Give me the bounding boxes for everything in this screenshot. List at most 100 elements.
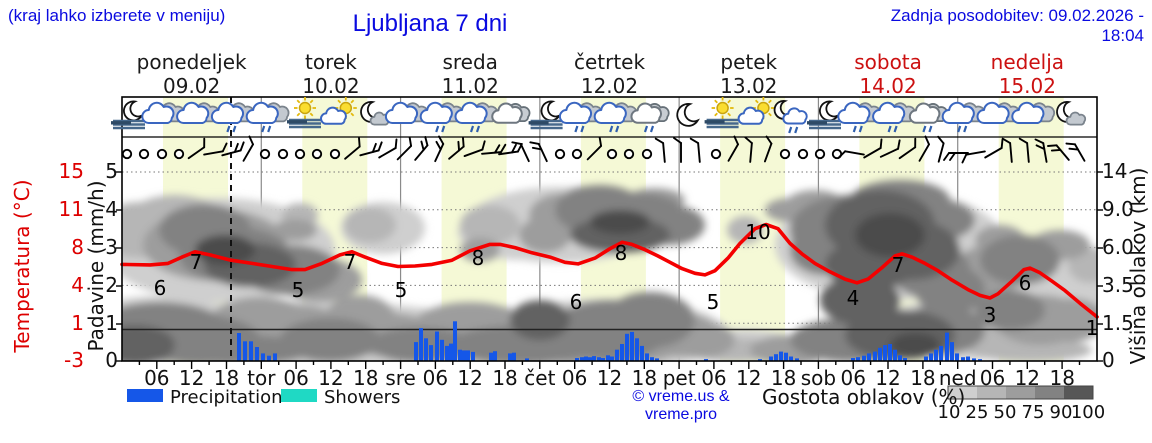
time-tick: 06 bbox=[422, 366, 449, 390]
grayrain-icon bbox=[630, 102, 670, 133]
moonrain-icon bbox=[773, 100, 808, 134]
precipitation-legend-label: Precipitation bbox=[170, 387, 283, 408]
svg-text:5: 5 bbox=[292, 278, 305, 302]
rain-icon bbox=[454, 101, 499, 133]
day-date: 10.02 bbox=[302, 74, 360, 98]
svg-text:6: 6 bbox=[154, 276, 167, 300]
time-tick: 06 bbox=[840, 366, 866, 390]
precip-tick: 0 bbox=[105, 348, 118, 372]
day-header: torek 10.02 bbox=[261, 50, 401, 98]
density-tick: 100 bbox=[1070, 402, 1106, 423]
time-tick: 12 bbox=[736, 366, 762, 390]
svg-text:7: 7 bbox=[892, 253, 905, 277]
day-name: četrtek bbox=[573, 50, 646, 74]
temp-tick: 15 bbox=[58, 159, 84, 183]
rain-icon bbox=[941, 101, 986, 133]
showers-legend-label: Showers bbox=[324, 387, 401, 408]
svg-text:7: 7 bbox=[190, 250, 203, 274]
mooncloud-icon bbox=[1056, 101, 1087, 126]
day-name: ponedeljek bbox=[136, 50, 247, 74]
day-name: torek bbox=[305, 50, 357, 74]
time-tick: 18 bbox=[353, 366, 379, 390]
cloud-tick: 1.5 bbox=[1102, 311, 1134, 335]
density-tick: 90 bbox=[1049, 402, 1073, 423]
clouds-icon bbox=[1011, 101, 1056, 124]
day-name: nedelja bbox=[990, 50, 1065, 74]
density-tick: 75 bbox=[1021, 402, 1045, 423]
day-date: 11.02 bbox=[441, 74, 499, 98]
day-date: 15.02 bbox=[998, 74, 1056, 98]
cloud-tick: 0 bbox=[1102, 348, 1115, 372]
moon-icon bbox=[676, 102, 700, 127]
time-tick: 12 bbox=[875, 366, 901, 390]
svg-text:4: 4 bbox=[847, 286, 860, 310]
grayrain-icon bbox=[908, 102, 949, 133]
time-tick: 18 bbox=[492, 366, 518, 390]
svg-text:6: 6 bbox=[1019, 271, 1032, 295]
cloud-shading bbox=[122, 180, 1097, 361]
cloud-tick: 6.0 bbox=[1102, 235, 1134, 259]
day-date: 13.02 bbox=[720, 74, 778, 98]
day-header: sreda 11.02 bbox=[400, 50, 540, 98]
moonfog-icon bbox=[807, 100, 841, 130]
density-tick: 50 bbox=[993, 402, 1017, 423]
rain-icon bbox=[245, 101, 290, 133]
time-tick: 18 bbox=[213, 366, 240, 390]
svg-text:8: 8 bbox=[615, 241, 628, 265]
day-date: 09.02 bbox=[163, 74, 221, 98]
day-header: nedelja 15.02 bbox=[957, 50, 1097, 98]
precip-tick: 5 bbox=[105, 159, 118, 183]
time-tick: tor bbox=[247, 366, 276, 390]
day-name: sobota bbox=[854, 50, 922, 74]
time-tick: pet bbox=[662, 366, 696, 390]
day-name: sreda bbox=[442, 50, 498, 74]
time-tick: sre bbox=[385, 366, 416, 390]
time-tick: 18 bbox=[1049, 366, 1075, 390]
time-tick: 12 bbox=[178, 366, 205, 390]
suncloud-icon bbox=[320, 97, 357, 125]
svg-text:8: 8 bbox=[472, 246, 485, 270]
cloud-tick: 14 bbox=[1102, 159, 1128, 183]
temp-tick: 4 bbox=[71, 273, 84, 297]
time-tick: 12 bbox=[1014, 366, 1041, 390]
day-name: petek bbox=[720, 50, 778, 74]
time-tick: 12 bbox=[457, 366, 483, 390]
precip-tick: 3 bbox=[105, 235, 118, 259]
rain-icon bbox=[837, 101, 882, 133]
temp-tick: 8 bbox=[71, 235, 84, 259]
sunfog-icon bbox=[287, 97, 321, 129]
time-tick: 06 bbox=[979, 366, 1006, 390]
temp-tick: 11 bbox=[58, 197, 84, 221]
page-title: Ljubljana 7 dni bbox=[352, 10, 508, 37]
precip-tick: 2 bbox=[105, 273, 118, 297]
svg-text:7: 7 bbox=[344, 250, 357, 274]
svg-text:3: 3 bbox=[984, 303, 997, 327]
temperature-line bbox=[120, 222, 1099, 319]
time-tick: 12 bbox=[596, 366, 623, 390]
svg-text:10: 10 bbox=[745, 220, 770, 244]
credit-link[interactable]: © vreme.us & vreme.pro bbox=[632, 388, 730, 423]
cloud-density-colorbar bbox=[947, 385, 1094, 400]
cloud-tick: 3.5 bbox=[1102, 273, 1134, 297]
precip-tick: 4 bbox=[105, 197, 118, 221]
axis-ticks bbox=[116, 171, 1103, 369]
svg-text:5: 5 bbox=[707, 290, 720, 314]
precipitation-legend-swatch bbox=[127, 389, 163, 402]
day-date: 14.02 bbox=[859, 74, 917, 98]
time-tick: 12 bbox=[318, 366, 344, 390]
temp-tick: -3 bbox=[64, 348, 84, 372]
day-header: sobota 14.02 bbox=[818, 50, 958, 98]
time-tick: 18 bbox=[770, 366, 797, 390]
moonfog-icon bbox=[111, 100, 145, 130]
rain-icon bbox=[872, 101, 916, 133]
svg-text:6: 6 bbox=[570, 290, 583, 314]
moonfog-icon bbox=[528, 100, 563, 130]
graycloud-icon bbox=[491, 102, 531, 124]
cloud-density-legend-title: Gostota oblakov (%) bbox=[762, 385, 966, 409]
precipitation-bars bbox=[237, 321, 982, 361]
time-tick: sob bbox=[800, 366, 837, 390]
precip-tick: 1 bbox=[105, 311, 118, 335]
